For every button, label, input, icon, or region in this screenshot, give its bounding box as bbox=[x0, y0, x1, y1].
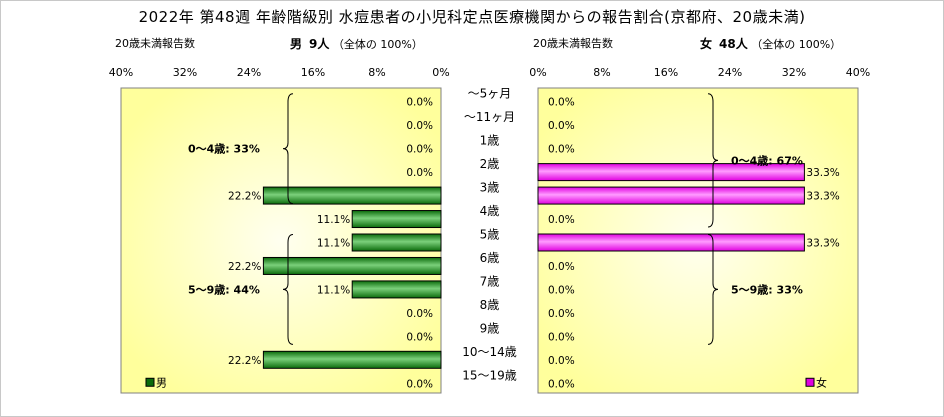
female-value-label: 0.0% bbox=[548, 378, 575, 390]
male-value-label: 0.0% bbox=[406, 120, 433, 132]
right-total: （全体の 100%） bbox=[751, 38, 842, 51]
female-bar bbox=[537, 163, 805, 182]
left-axis-tick: 8% bbox=[368, 66, 385, 79]
category-label: 15～19歳 bbox=[462, 368, 517, 382]
category-label: 10～14歳 bbox=[462, 345, 517, 359]
category-label: 4歳 bbox=[480, 204, 500, 218]
left-axis-tick: 24% bbox=[237, 66, 261, 79]
female-value-label: 33.3% bbox=[806, 167, 839, 179]
left-axis-tick: 16% bbox=[301, 66, 325, 79]
male-value-label: 22.2% bbox=[228, 355, 261, 367]
female-group-brace bbox=[707, 234, 719, 345]
male-bar bbox=[351, 233, 442, 252]
left-axis-tick: 32% bbox=[173, 66, 197, 79]
category-label: 3歳 bbox=[480, 181, 500, 195]
male-legend-label: 男 bbox=[156, 376, 167, 389]
male-legend-swatch bbox=[145, 377, 155, 387]
male-group-label: 0～4歳: 33% bbox=[188, 142, 260, 156]
left-count: 9人 bbox=[309, 37, 330, 51]
category-label: ～11ヶ月 bbox=[464, 110, 515, 124]
female-bar bbox=[537, 186, 805, 205]
male-value-label: 0.0% bbox=[406, 167, 433, 179]
right-axis-tick: 24% bbox=[718, 66, 742, 79]
male-value-label: 11.1% bbox=[317, 284, 350, 296]
left-total: （全体の 100%） bbox=[332, 38, 423, 51]
female-value-label: 33.3% bbox=[806, 238, 839, 250]
right-count: 48人 bbox=[719, 37, 748, 51]
female-group-brace bbox=[707, 93, 719, 228]
category-label: 1歳 bbox=[480, 134, 500, 148]
category-label: 2歳 bbox=[480, 157, 500, 171]
male-bar bbox=[262, 186, 442, 205]
right-axis-tick: 32% bbox=[782, 66, 806, 79]
category-label: 9歳 bbox=[480, 321, 500, 335]
left-axis-tick: 0% bbox=[432, 66, 449, 79]
right-axis-tick: 16% bbox=[654, 66, 678, 79]
female-value-label: 0.0% bbox=[548, 355, 575, 367]
male-bar bbox=[351, 280, 442, 299]
left-axis-tick: 40% bbox=[109, 66, 133, 79]
female-value-label: 0.0% bbox=[548, 97, 575, 109]
left-count-label: 20歳未満報告数 bbox=[115, 37, 195, 50]
right-sex: 女 bbox=[700, 37, 713, 51]
male-bar bbox=[351, 210, 442, 229]
male-value-label: 0.0% bbox=[406, 97, 433, 109]
female-value-label: 0.0% bbox=[548, 261, 575, 273]
female-value-label: 0.0% bbox=[548, 120, 575, 132]
right-count-label: 20歳未満報告数 bbox=[533, 37, 613, 50]
female-value-label: 0.0% bbox=[548, 214, 575, 226]
male-value-label: 11.1% bbox=[317, 214, 350, 226]
female-legend-swatch bbox=[805, 377, 815, 387]
male-value-label: 11.1% bbox=[317, 238, 350, 250]
category-label: 5歳 bbox=[480, 228, 500, 242]
female-value-label: 33.3% bbox=[806, 191, 839, 203]
male-value-label: 22.2% bbox=[228, 191, 261, 203]
category-label: 8歳 bbox=[480, 298, 500, 312]
category-label: 6歳 bbox=[480, 251, 500, 265]
male-bar bbox=[262, 350, 442, 369]
female-value-label: 0.0% bbox=[548, 331, 575, 343]
female-value-label: 0.0% bbox=[548, 308, 575, 320]
chart-title: 2022年 第48週 年齢階級別 水痘患者の小児科定点医療機関からの報告割合(京… bbox=[138, 8, 806, 26]
male-group-label: 5～9歳: 44% bbox=[188, 282, 260, 296]
left-sex-count: 男 9人 （全体の 100%） bbox=[290, 35, 423, 52]
female-bar bbox=[537, 233, 805, 252]
male-value-label: 0.0% bbox=[406, 331, 433, 343]
category-label: 7歳 bbox=[480, 274, 500, 288]
male-bar bbox=[262, 256, 442, 275]
female-value-label: 0.0% bbox=[548, 284, 575, 296]
left-sex: 男 bbox=[290, 37, 303, 51]
right-axis-tick: 40% bbox=[846, 66, 870, 79]
male-group-brace bbox=[282, 93, 294, 205]
female-legend-label: 女 bbox=[816, 375, 827, 389]
male-value-label: 0.0% bbox=[406, 378, 433, 390]
right-axis-tick: 8% bbox=[593, 66, 610, 79]
right-axis-tick: 0% bbox=[529, 66, 546, 79]
male-value-label: 0.0% bbox=[406, 144, 433, 156]
right-sex-count: 女 48人 （全体の 100%） bbox=[700, 35, 841, 52]
female-value-label: 0.0% bbox=[548, 144, 575, 156]
male-group-brace bbox=[282, 234, 294, 345]
male-value-label: 0.0% bbox=[406, 308, 433, 320]
female-group-label: 5～9歳: 33% bbox=[731, 282, 803, 296]
female-group-label: 0～4歳: 67% bbox=[731, 153, 803, 167]
male-value-label: 22.2% bbox=[228, 261, 261, 273]
category-label: ～5ヶ月 bbox=[468, 87, 512, 101]
